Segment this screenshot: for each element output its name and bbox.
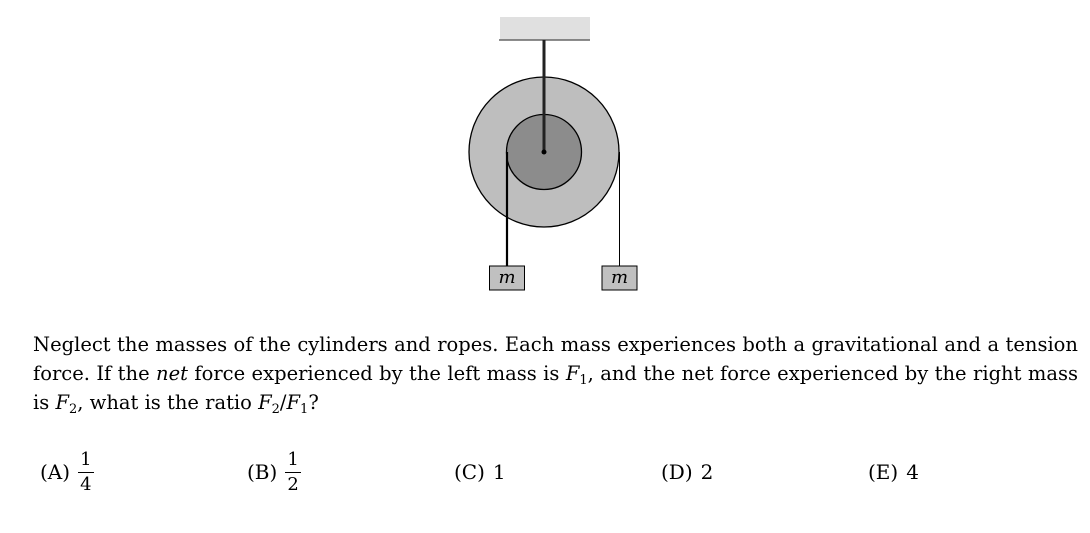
- axle: [541, 149, 547, 155]
- choice-value: 4: [906, 460, 919, 484]
- choice-letter: (E): [868, 460, 899, 484]
- left-mass-block: [489, 265, 525, 291]
- question-part: ?: [308, 391, 319, 414]
- var-f2: F: [55, 391, 69, 414]
- sub-1: 1: [579, 373, 588, 388]
- choice-c[interactable]: (C) 1: [454, 445, 506, 499]
- ratio-numerator-var: F: [258, 391, 272, 414]
- choice-fraction: 1 2: [285, 449, 301, 495]
- choice-letter: (C): [454, 460, 485, 484]
- ratio-denominator-sub: 1: [300, 402, 309, 417]
- fraction-numerator: 1: [78, 449, 94, 473]
- choice-value: 2: [700, 460, 714, 484]
- question-part: , what is the ratio: [77, 391, 259, 414]
- question-text: Neglect the masses of the cylinders and …: [33, 330, 1078, 417]
- var-f1: F: [565, 362, 580, 385]
- right-mass-block: [601, 265, 638, 291]
- question-part: force experienced by the left mass is: [187, 362, 566, 385]
- question-part: , and the net force experienced by the r…: [33, 362, 1078, 414]
- right-mass-label: m: [611, 267, 628, 288]
- pulley-diagram: m m: [468, 17, 638, 291]
- choice-e[interactable]: (E) 4: [868, 445, 919, 499]
- choice-value: 1: [492, 460, 506, 484]
- choice-letter: (B): [247, 460, 278, 484]
- choice-letter: (A): [40, 460, 71, 484]
- left-mass-label: m: [498, 267, 515, 288]
- fraction-denominator: 4: [80, 473, 92, 495]
- fraction-numerator: 1: [285, 449, 301, 473]
- choice-letter: (D): [661, 460, 693, 484]
- fraction-denominator: 2: [287, 473, 299, 495]
- question-part: Neglect the masses of the cylinders and …: [33, 333, 1078, 385]
- choice-a[interactable]: (A) 1 4: [40, 445, 94, 499]
- sub-2: 2: [68, 402, 78, 417]
- emphasis-net: net: [156, 362, 188, 385]
- ratio-numerator-sub: 2: [271, 402, 280, 417]
- ratio-denominator-var: F: [286, 391, 301, 414]
- choice-b[interactable]: (B) 1 2: [247, 445, 301, 499]
- ratio-slash: /: [279, 391, 287, 414]
- choice-d[interactable]: (D) 2: [661, 445, 713, 499]
- ceiling-support: [500, 17, 590, 40]
- choice-fraction: 1 4: [78, 449, 94, 495]
